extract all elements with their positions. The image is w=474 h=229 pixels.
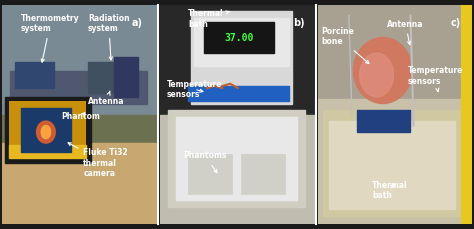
Text: Antenna: Antenna [88, 91, 124, 106]
Bar [9, 145, 86, 158]
Text: 37.00: 37.00 [224, 33, 254, 43]
Text: Temperature
sensors: Temperature sensors [407, 66, 463, 92]
Bar [188, 154, 232, 194]
Bar [318, 99, 472, 224]
Bar [329, 121, 455, 209]
Bar [318, 5, 472, 104]
Ellipse shape [354, 38, 412, 104]
Bar [356, 110, 410, 132]
Bar [188, 86, 289, 101]
Text: Thermometry
system: Thermometry system [21, 14, 80, 62]
Text: Phantoms: Phantoms [183, 151, 227, 173]
Ellipse shape [360, 53, 393, 97]
Text: Porcine
bone: Porcine bone [321, 27, 369, 63]
Bar [323, 110, 461, 216]
Text: Phantom: Phantom [62, 112, 100, 121]
Bar [114, 57, 137, 97]
Text: Antenna: Antenna [387, 19, 424, 45]
Text: a): a) [131, 18, 142, 28]
Bar [168, 110, 305, 207]
Text: b): b) [293, 18, 305, 28]
Bar [461, 5, 472, 224]
Bar [88, 62, 116, 93]
Bar [191, 11, 292, 104]
Bar [160, 5, 316, 114]
Text: Radiation
system: Radiation system [88, 14, 129, 60]
Text: c): c) [451, 18, 461, 28]
Bar [2, 114, 158, 147]
Ellipse shape [41, 125, 51, 139]
Bar [2, 143, 158, 224]
Bar [9, 101, 86, 158]
Text: Thermal
bath: Thermal bath [188, 9, 229, 29]
Bar [21, 108, 71, 152]
Text: Temperature
sensors: Temperature sensors [166, 79, 222, 99]
Text: Thermal
bath: Thermal bath [372, 181, 408, 200]
Ellipse shape [36, 121, 55, 143]
Bar [194, 18, 289, 66]
Text: Fluke Ti32
thermal
camera: Fluke Ti32 thermal camera [68, 143, 128, 178]
Bar [241, 154, 284, 194]
Bar [204, 22, 273, 53]
Bar [10, 71, 147, 104]
Bar [176, 117, 297, 200]
Bar [15, 62, 54, 88]
Bar [160, 114, 316, 224]
Bar [2, 5, 158, 119]
Bar [6, 97, 91, 163]
